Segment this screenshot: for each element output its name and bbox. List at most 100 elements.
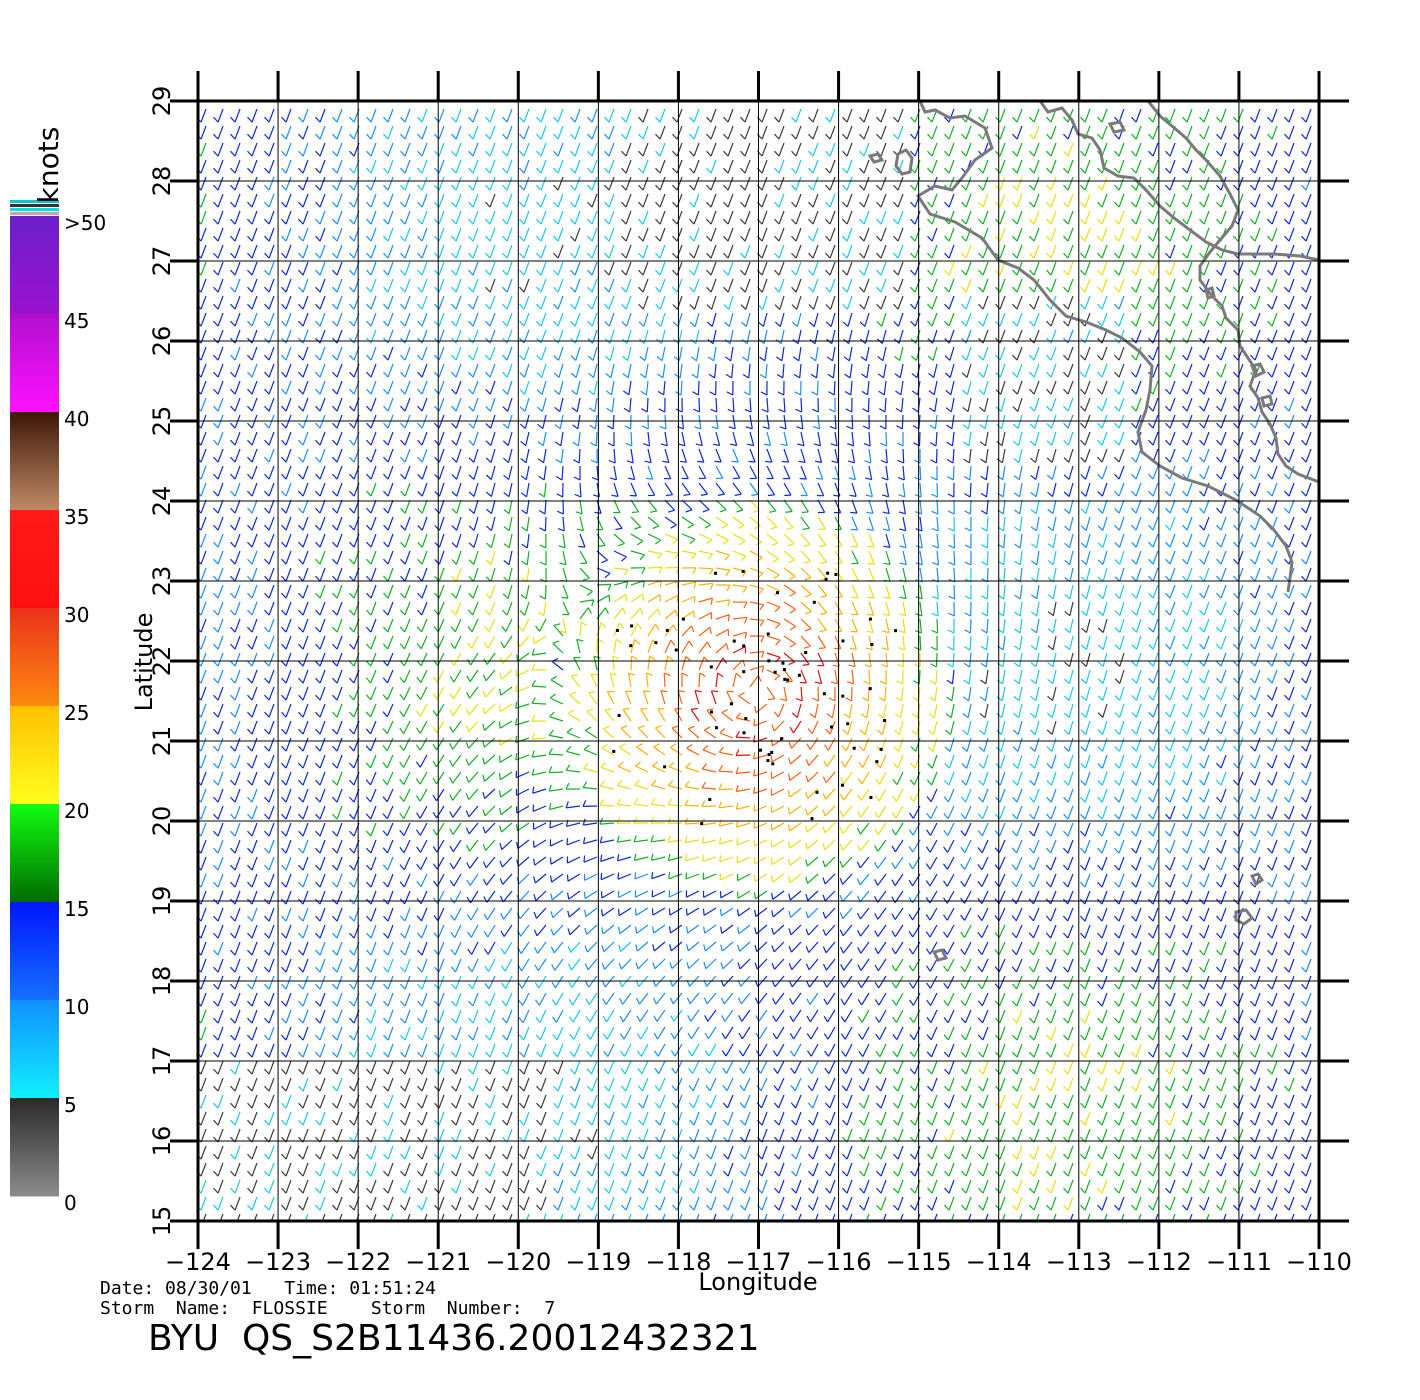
lat-tick-label: 23 xyxy=(148,566,176,597)
island-cedros xyxy=(894,148,914,176)
rain-flag-dot xyxy=(665,628,669,632)
date-time-line: Date: 08/30/01 Time: 01:51:24 xyxy=(100,1278,436,1299)
colorbar-tick-label: 20 xyxy=(64,799,89,823)
lon-tick-label: −117 xyxy=(726,1248,792,1276)
lon-tick-label: −111 xyxy=(1206,1248,1272,1276)
rain-flag-dot xyxy=(744,717,748,721)
latitude-tick-labels: 15 16 17 18 19 20 21 22 23 24 25 26 27 28 29 xyxy=(148,86,176,1237)
rain-flag-dot xyxy=(630,624,634,628)
lon-tick-label: −120 xyxy=(485,1248,551,1276)
rain-flag-dot xyxy=(629,644,633,648)
longitude-tick-labels: −124 −123 −122 −121 −120 −119 −118 −117 −116 −115… xyxy=(165,1248,1352,1276)
lat-tick-label: 25 xyxy=(148,406,176,437)
rain-flag-dot xyxy=(824,577,828,581)
rain-flag-dot xyxy=(700,822,704,826)
rain-flag-dot xyxy=(766,632,770,636)
rain-flag-dot xyxy=(804,651,808,655)
colorbar-tick-label: 45 xyxy=(64,309,89,333)
wind-barb-group xyxy=(660,584,856,796)
storm-name-line: Storm Name: FLOSSIE Storm Number: 7 xyxy=(100,1298,556,1319)
lat-tick-label: 21 xyxy=(148,726,176,757)
colorbar-tick-label: >50 xyxy=(64,211,106,235)
rain-flag-dot xyxy=(674,648,678,652)
colorbar-tick-label: 10 xyxy=(64,995,89,1019)
rain-flag-dot xyxy=(709,710,713,714)
rain-flag-dot xyxy=(810,817,814,821)
lat-tick-label: 22 xyxy=(148,646,176,677)
rain-flag-dot xyxy=(776,591,780,595)
rain-flag-dot xyxy=(759,748,763,752)
lat-tick-label: 17 xyxy=(148,1046,176,1077)
lat-tick-label: 15 xyxy=(148,1206,176,1237)
y-axis-label: Latitude xyxy=(130,613,158,712)
rain-flag-dot xyxy=(714,571,718,575)
wind-barb-group xyxy=(690,646,825,757)
rain-flag-dot xyxy=(869,795,873,799)
rain-flag-dot xyxy=(783,677,787,681)
rain-flag-dot xyxy=(822,692,826,696)
x-axis-label: Longitude xyxy=(698,1268,817,1296)
rain-flag-dot xyxy=(879,747,883,751)
rain-flag-dot xyxy=(840,783,844,787)
island-gulf-2 xyxy=(1249,362,1267,379)
lon-tick-label: −112 xyxy=(1126,1248,1192,1276)
colorbar-tick-label: 25 xyxy=(64,701,89,725)
lon-tick-label: −121 xyxy=(405,1248,471,1276)
lat-tick-label: 26 xyxy=(148,326,176,357)
island-gulf-4 xyxy=(1204,286,1216,300)
wind-barb-group xyxy=(198,108,1312,1221)
rain-flag-dot xyxy=(786,678,790,682)
baja-california-coastline xyxy=(915,101,1294,593)
colorbar-tick-label: 40 xyxy=(64,407,89,431)
island-gulf-1 xyxy=(1107,120,1127,134)
rain-flag-dot xyxy=(829,725,833,729)
lat-tick-label: 24 xyxy=(148,486,176,517)
rain-flag-dot xyxy=(663,765,667,769)
colorbar-band xyxy=(10,608,59,707)
rain-flag-dot xyxy=(708,797,712,801)
colorbar-band xyxy=(10,216,59,315)
rain-flag-dot xyxy=(742,731,746,735)
rain-flag-dot xyxy=(841,694,845,698)
rain-flag-dot xyxy=(868,687,872,691)
rain-flag-dot xyxy=(654,641,658,645)
wind-barb-group xyxy=(198,108,1312,1221)
rain-flag-dot xyxy=(883,718,887,722)
colorbar-band xyxy=(10,412,59,511)
lat-tick-label: 18 xyxy=(148,966,176,997)
lon-tick-label: −123 xyxy=(245,1248,311,1276)
rain-flag-dot xyxy=(841,639,845,643)
wind-barb-group xyxy=(198,108,1244,1221)
colorbar-tick-label: 30 xyxy=(64,603,89,627)
rain-flag-dot xyxy=(742,670,746,674)
lon-tick-label: −115 xyxy=(886,1248,952,1276)
map-frame xyxy=(170,71,1349,1249)
rain-flag-dot xyxy=(812,600,816,604)
colorbar-band xyxy=(10,1098,59,1197)
lon-tick-label: −124 xyxy=(165,1248,231,1276)
colorbar-labels: >50 45 40 35 30 25 20 15 10 5 0 xyxy=(64,211,106,1215)
rain-flag-dot xyxy=(852,746,856,750)
rain-flag-dot xyxy=(894,629,898,633)
rain-flag-dot xyxy=(868,617,872,621)
rain-flag-dot xyxy=(615,628,619,632)
rain-flag-dot xyxy=(767,753,771,757)
colorbar-cap-stripe xyxy=(10,208,59,211)
island-clarion xyxy=(931,948,949,962)
rain-flag-dot xyxy=(797,673,801,677)
lon-tick-label: −116 xyxy=(806,1248,872,1276)
colorbar-band xyxy=(10,314,59,413)
lon-tick-label: −114 xyxy=(966,1248,1032,1276)
lat-lon-grid xyxy=(198,101,1319,1221)
rain-flag-dot xyxy=(846,722,850,726)
rain-flag-dot xyxy=(773,670,777,674)
rain-flag-dot xyxy=(815,790,819,794)
colorbar-cap-stripe xyxy=(10,204,59,207)
rain-flag-dot xyxy=(782,668,786,672)
colorbar-band xyxy=(10,706,59,805)
wind-speed-colorbar xyxy=(10,200,59,1197)
rain-flag-dot xyxy=(875,760,879,764)
rain-flag-dot xyxy=(714,726,718,730)
mainland-coastline xyxy=(1146,101,1319,484)
colorbar-band xyxy=(10,510,59,609)
